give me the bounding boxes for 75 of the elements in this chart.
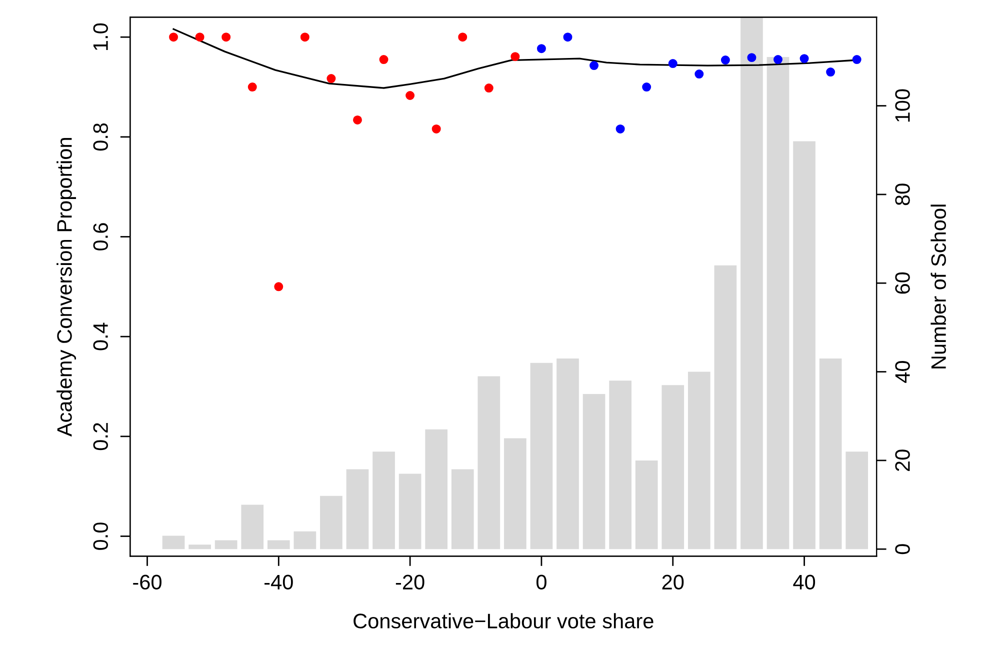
y-tick-label: 1.0 [93,23,108,50]
bar [398,474,422,550]
y2-tick-label: 60 [895,272,910,294]
point [616,124,625,134]
point [826,68,836,77]
point [326,74,336,84]
y2-tick-label: 100 [895,89,910,122]
point [747,53,756,62]
bar [740,17,763,550]
y2-tick-label: 80 [895,184,910,206]
point [510,52,520,62]
bar [504,438,526,550]
y-axis-title: Academy Conversion Proportion [56,138,76,437]
point [352,115,362,124]
bar [214,540,238,550]
bar [241,504,264,550]
y-tick-label: 0.2 [93,422,108,450]
point [668,59,678,68]
y-tick-label: 0.0 [93,522,108,550]
x-tick-label: -40 [264,574,293,590]
bar [162,536,185,550]
point [300,32,310,42]
point [720,56,730,65]
x-axis-title: Conservative−Labour vote share [354,613,654,628]
point [774,55,782,64]
point [222,32,231,42]
point [852,55,862,64]
x-tick-label: -60 [133,574,162,590]
bar [530,362,553,550]
point [379,55,388,64]
bar [609,380,632,550]
point [694,70,704,79]
point [458,32,468,42]
point [536,44,546,54]
bar [556,358,579,550]
bar [662,385,684,550]
x-tick-label: 20 [662,574,684,590]
bar [451,469,474,550]
y-tick-label: 0.8 [93,123,108,151]
x-tick-label: -20 [396,574,424,590]
x-tick-label: 0 [536,574,546,590]
bar [793,141,816,550]
point [195,32,204,42]
point [248,82,257,92]
bar [372,452,395,550]
bar [582,394,606,550]
y-tick-label: 0.4 [93,322,108,350]
bar [819,358,842,550]
point [590,61,599,70]
point [432,124,441,134]
point [169,32,178,42]
point [274,282,284,292]
bar [635,460,658,550]
bar [267,540,290,550]
x-tick-label: 40 [793,574,816,590]
bar [188,544,211,550]
point [563,32,572,42]
point [406,91,415,100]
point [642,82,652,92]
bar [846,452,868,550]
y2-tick-label: 40 [895,361,910,383]
y2-axis-title: Number of School [930,204,946,368]
bar [688,372,710,550]
bar [766,57,790,550]
bar [478,376,500,550]
bar [320,496,342,550]
bar [425,429,448,550]
point [484,84,494,93]
point [800,54,809,64]
bar [294,531,316,550]
bar [714,265,737,550]
y-tick-label: 0.6 [93,223,108,250]
y2-tick-label: 20 [895,450,910,471]
y2-tick-label: 0 [895,544,910,554]
bar [346,469,369,550]
